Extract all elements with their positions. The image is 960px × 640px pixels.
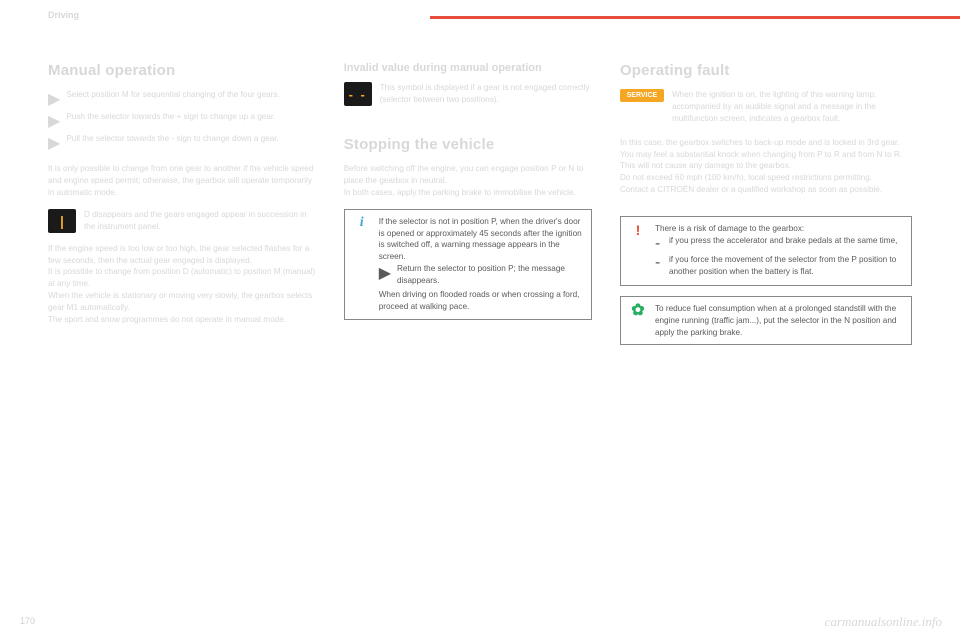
- icon-text: D disappears and the gears engaged appea…: [84, 209, 316, 233]
- bullet-text: Pull the selector towards the - sign to …: [66, 133, 279, 153]
- info-icon: i: [353, 216, 371, 230]
- arrow-icon: ▶: [48, 89, 60, 109]
- warn-item: if you press the accelerator and brake p…: [669, 235, 897, 253]
- col-mid: Invalid value during manual operation - …: [344, 62, 592, 355]
- list-item: -if you force the movement of the select…: [655, 254, 903, 278]
- arrow-icon: ▶: [48, 111, 60, 131]
- mid-sub1-text: This symbol is displayed if a gear is no…: [380, 82, 592, 106]
- dash-icon: -: [655, 254, 663, 278]
- header-section-label: Driving: [48, 10, 79, 20]
- mid-sub2-title: Stopping the vehicle: [344, 136, 592, 153]
- warn-item: if you force the movement of the selecto…: [669, 254, 903, 278]
- dashes-indicator-icon: - -: [344, 82, 372, 106]
- list-item: -if you press the accelerator and brake …: [655, 235, 903, 253]
- info-para: If the selector is not in position P, wh…: [379, 216, 583, 264]
- left-bullets: ▶ Select position M for sequential changi…: [48, 89, 316, 155]
- list-item: ▶ Push the selector towards the + sign to…: [48, 111, 316, 131]
- list-item: ▶ Select position M for sequential changi…: [48, 89, 316, 109]
- warning-intro: There is a risk of damage to the gearbox…: [655, 223, 903, 235]
- eco-callout: ✿ To reduce fuel consumption when at a p…: [620, 296, 912, 346]
- service-para: When the ignition is on, the lighting of…: [672, 89, 912, 125]
- service-row: SERVICE When the ignition is on, the lig…: [620, 89, 912, 125]
- watermark: carmanualsonline.info: [825, 614, 942, 630]
- list-item: ▶ Pull the selector towards the - sign to…: [48, 133, 316, 153]
- col-left: Manual operation ▶ Select position M for …: [48, 62, 316, 355]
- service-para: Do not exceed 60 mph (100 km/h), local s…: [620, 172, 912, 184]
- invalid-value-note: - - This symbol is displayed if a gear i…: [344, 82, 592, 106]
- bullet-text: Push the selector towards the + sign to …: [66, 111, 275, 131]
- bullet-text: Select position M for sequential changin…: [66, 89, 279, 109]
- mid-para: Before switching off the engine, you can…: [344, 163, 592, 187]
- page-root: Driving Manual operation ▶ Select positio…: [0, 0, 960, 640]
- col-right: Operating fault SERVICE When the ignitio…: [620, 62, 912, 355]
- right-title: Operating fault: [620, 62, 912, 79]
- service-badge-icon: SERVICE: [620, 89, 664, 102]
- right-fault-block: SERVICE When the ignition is on, the lig…: [620, 89, 912, 196]
- gear-display-note: | D disappears and the gears engaged app…: [48, 209, 316, 233]
- warning-list: -if you press the accelerator and brake …: [655, 235, 903, 278]
- left-para: When the vehicle is stationary or moving…: [48, 290, 316, 314]
- header-red-bar: [430, 16, 960, 19]
- gear-indicator-icon: |: [48, 209, 76, 233]
- mid-block-invalid: Invalid value during manual operation - …: [344, 62, 592, 199]
- left-para: It is only possible to change from one g…: [48, 163, 316, 199]
- info-text: If the selector is not in position P, wh…: [379, 216, 583, 313]
- list-item: ▶Return the selector to position P; the …: [379, 263, 583, 287]
- page-number: 170: [20, 616, 35, 626]
- content-columns: Manual operation ▶ Select position M for …: [48, 62, 912, 355]
- info-para: When driving on flooded roads or when cr…: [379, 289, 583, 313]
- left-para: If the engine speed is too low or too hi…: [48, 243, 316, 267]
- left-para: It is possible to change from position D…: [48, 266, 316, 290]
- eco-text-wrap: To reduce fuel consumption when at a pro…: [655, 303, 903, 339]
- eco-text: To reduce fuel consumption when at a pro…: [655, 303, 903, 339]
- mid-sub1-title: Invalid value during manual operation: [344, 62, 592, 74]
- warning-callout: ! There is a risk of damage to the gearb…: [620, 216, 912, 286]
- service-para: Contact a CITROËN dealer or a qualified …: [620, 184, 912, 196]
- left-para: The sport and snow programmes do not ope…: [48, 314, 316, 326]
- left-title: Manual operation: [48, 62, 316, 79]
- dash-icon: -: [655, 235, 663, 253]
- arrow-icon: ▶: [48, 133, 60, 153]
- arrow-icon: ▶: [379, 263, 391, 287]
- warning-text: There is a risk of damage to the gearbox…: [655, 223, 903, 279]
- info-callout: i If the selector is not in position P, …: [344, 209, 592, 320]
- info-bullet: Return the selector to position P; the m…: [397, 263, 583, 287]
- service-para: In this case, the gearbox switches to ba…: [620, 137, 912, 173]
- eco-icon: ✿: [629, 303, 647, 319]
- mid-para: In both cases, apply the parking brake t…: [344, 187, 592, 199]
- warning-icon: !: [629, 223, 647, 237]
